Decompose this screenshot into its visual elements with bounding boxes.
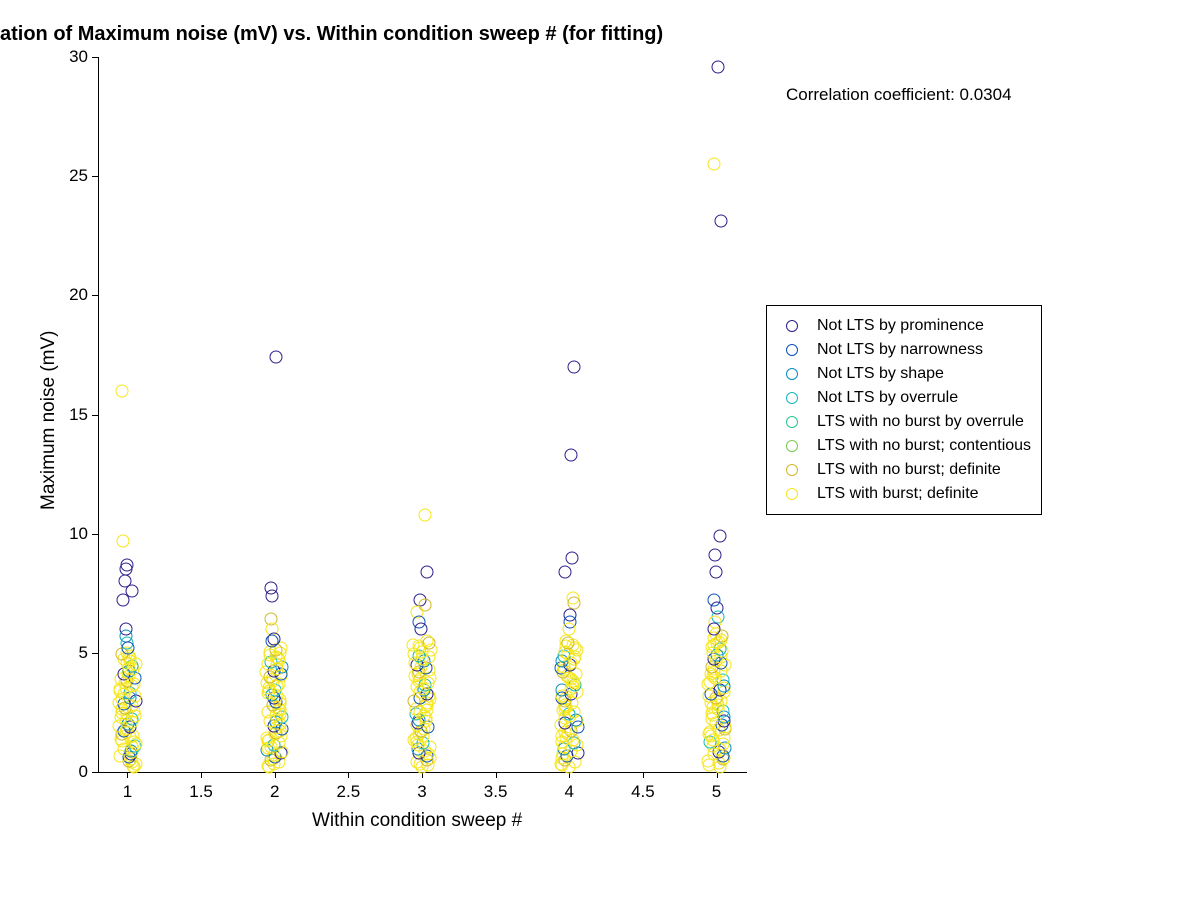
x-tick-label: 5 bbox=[697, 782, 737, 802]
legend-item: Not LTS by narrowness bbox=[777, 338, 1031, 362]
data-point bbox=[122, 642, 135, 655]
x-tick-label: 4 bbox=[549, 782, 589, 802]
legend-marker-icon bbox=[786, 320, 798, 332]
legend-label: Not LTS by narrowness bbox=[817, 341, 983, 359]
x-tick-label: 2 bbox=[255, 782, 295, 802]
legend-label: LTS with no burst by overrule bbox=[817, 413, 1024, 431]
data-point bbox=[713, 530, 726, 543]
x-tick bbox=[201, 772, 202, 778]
x-tick-label: 2.5 bbox=[328, 782, 368, 802]
legend-item: LTS with no burst by overrule bbox=[777, 410, 1031, 434]
correlation-annotation: Correlation coefficient: 0.0304 bbox=[786, 85, 1012, 105]
data-point bbox=[419, 508, 432, 521]
y-tick-label: 15 bbox=[69, 405, 88, 425]
legend-marker-icon bbox=[786, 488, 798, 500]
y-axis-label: Maximum noise (mV) bbox=[38, 330, 60, 509]
data-point bbox=[266, 634, 279, 647]
legend: Not LTS by prominence Not LTS by narrowne… bbox=[766, 305, 1042, 515]
legend-label: LTS with no burst; definite bbox=[817, 461, 1001, 479]
legend-label: Not LTS by overrule bbox=[817, 389, 958, 407]
legend-item: LTS with no burst; definite bbox=[777, 458, 1031, 482]
data-point bbox=[708, 158, 721, 171]
data-point bbox=[710, 565, 723, 578]
data-point bbox=[564, 449, 577, 462]
data-point bbox=[116, 384, 129, 397]
data-point bbox=[568, 360, 581, 373]
x-axis-label: Within condition sweep # bbox=[312, 810, 522, 832]
data-point bbox=[269, 351, 282, 364]
data-point bbox=[712, 60, 725, 73]
data-point bbox=[563, 623, 576, 636]
legend-item: LTS with no burst; contentious bbox=[777, 434, 1031, 458]
x-tick-label: 1 bbox=[107, 782, 147, 802]
x-tick-label: 4.5 bbox=[623, 782, 663, 802]
data-point bbox=[116, 594, 129, 607]
x-tick bbox=[643, 772, 644, 778]
data-point bbox=[420, 565, 433, 578]
legend-item: Not LTS by overrule bbox=[777, 386, 1031, 410]
legend-label: Not LTS by shape bbox=[817, 365, 944, 383]
legend-item: LTS with burst; definite bbox=[777, 482, 1031, 506]
y-tick-label: 20 bbox=[69, 285, 88, 305]
data-point bbox=[407, 638, 420, 651]
legend-marker-icon bbox=[786, 392, 798, 404]
x-tick bbox=[348, 772, 349, 778]
data-point bbox=[565, 551, 578, 564]
y-tick bbox=[92, 415, 98, 416]
legend-label: Not LTS by prominence bbox=[817, 317, 984, 335]
data-point bbox=[116, 534, 129, 547]
data-point bbox=[709, 549, 722, 562]
data-point bbox=[714, 215, 727, 228]
legend-item: Not LTS by prominence bbox=[777, 314, 1031, 338]
y-tick bbox=[92, 57, 98, 58]
y-tick-label: 0 bbox=[79, 762, 88, 782]
y-tick bbox=[92, 176, 98, 177]
legend-label: LTS with burst; definite bbox=[817, 485, 979, 503]
y-tick-label: 5 bbox=[79, 643, 88, 663]
chart-title: ation of Maximum noise (mV) vs. Within c… bbox=[0, 23, 663, 46]
y-tick bbox=[92, 534, 98, 535]
legend-marker-icon bbox=[786, 416, 798, 428]
x-tick bbox=[275, 772, 276, 778]
y-tick bbox=[92, 295, 98, 296]
x-tick bbox=[496, 772, 497, 778]
x-tick-label: 3 bbox=[402, 782, 442, 802]
x-tick-label: 3.5 bbox=[476, 782, 516, 802]
y-tick-label: 10 bbox=[69, 524, 88, 544]
legend-marker-icon bbox=[786, 440, 798, 452]
x-tick bbox=[127, 772, 128, 778]
legend-marker-icon bbox=[786, 464, 798, 476]
legend-marker-icon bbox=[786, 344, 798, 356]
legend-label: LTS with no burst; contentious bbox=[817, 437, 1031, 455]
data-point bbox=[414, 623, 427, 636]
data-point bbox=[708, 623, 721, 636]
data-point bbox=[559, 634, 572, 647]
x-tick-label: 1.5 bbox=[181, 782, 221, 802]
y-tick bbox=[92, 653, 98, 654]
y-tick-label: 30 bbox=[69, 47, 88, 67]
legend-item: Not LTS by shape bbox=[777, 362, 1031, 386]
data-point bbox=[420, 634, 433, 647]
legend-marker-icon bbox=[786, 368, 798, 380]
data-point bbox=[266, 589, 279, 602]
y-tick-label: 25 bbox=[69, 166, 88, 186]
y-tick bbox=[92, 772, 98, 773]
data-point bbox=[559, 565, 572, 578]
